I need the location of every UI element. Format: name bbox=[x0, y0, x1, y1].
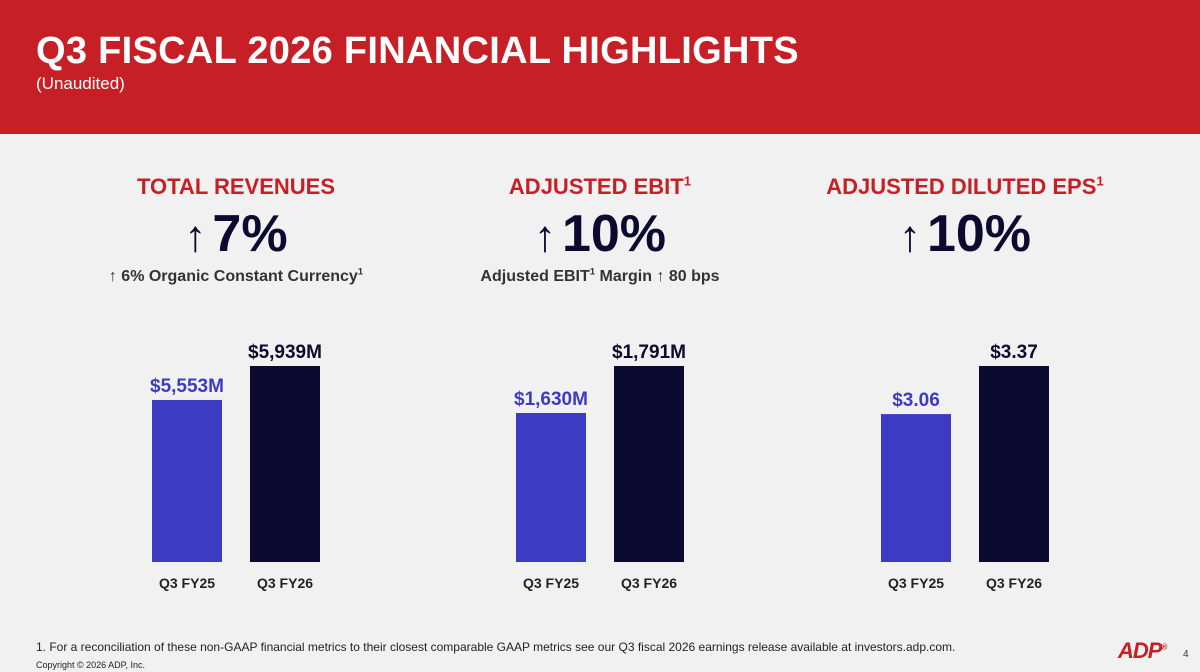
up-arrow-icon: ↑ bbox=[898, 212, 921, 261]
x-tick-label: Q3 FY25 bbox=[523, 575, 579, 591]
data-label: $5,553M bbox=[150, 376, 224, 397]
chart-svg: $1,630M Q3 FY25 $1,791M Q3 FY26 bbox=[514, 342, 686, 591]
bar-chart-ebit: $1,630M Q3 FY25 $1,791M Q3 FY26 bbox=[400, 330, 800, 600]
x-tick-label: Q3 FY26 bbox=[986, 575, 1042, 591]
x-tick-label: Q3 FY25 bbox=[159, 575, 215, 591]
bar-q3-fy25 bbox=[881, 414, 951, 562]
data-label: $3.06 bbox=[892, 390, 940, 411]
data-label: $5,939M bbox=[248, 342, 322, 363]
bar-q3-fy25 bbox=[152, 399, 222, 562]
chart-svg: $3.06 Q3 FY25 $3.37 Q3 FY26 bbox=[881, 342, 1049, 591]
metric-panel-ebit: ADJUSTED EBIT1 ↑ 10% Adjusted EBIT1 Margi… bbox=[400, 0, 800, 672]
data-label: $1,630M bbox=[514, 389, 588, 410]
metric-subtext: Adjusted EBIT1 Margin ↑ 80 bps bbox=[480, 266, 720, 285]
x-tick-label: Q3 FY26 bbox=[621, 575, 677, 591]
up-arrow-icon: ↑ bbox=[184, 212, 207, 261]
bar-q3-fy26 bbox=[250, 366, 320, 562]
bar-q3-fy25 bbox=[516, 412, 586, 562]
data-label: $3.37 bbox=[990, 342, 1038, 363]
bar-chart-revenues: $5,553M Q3 FY25 $5,939M Q3 FY26 bbox=[36, 330, 436, 600]
bar-q3-fy26 bbox=[614, 366, 684, 562]
up-arrow-icon: ↑ bbox=[533, 212, 556, 261]
data-label: $1,791M bbox=[612, 342, 686, 363]
footnote: 1. For a reconciliation of these non-GAA… bbox=[36, 640, 956, 654]
metric-subtext: ↑ 6% Organic Constant Currency1 bbox=[108, 266, 364, 285]
page-title: Q3 FISCAL 2026 FINANCIAL HIGHLIGHTS bbox=[36, 30, 799, 72]
copyright: Copyright © 2026 ADP, Inc. bbox=[36, 660, 146, 670]
bar-chart-eps: $3.06 Q3 FY25 $3.37 Q3 FY26 bbox=[765, 330, 1165, 600]
metric-growth: ↑ 10% bbox=[898, 205, 1032, 263]
metric-panel-revenues: TOTAL REVENUES ↑ 7% ↑ 6% Organic Constant… bbox=[36, 0, 436, 672]
page-number: 4 bbox=[1183, 649, 1189, 660]
bar-q3-fy26 bbox=[979, 366, 1049, 562]
metric-panel-eps: ADJUSTED DILUTED EPS1 ↑ 10% $3.06 Q3 FY25 $… bbox=[765, 0, 1165, 672]
metric-title: TOTAL REVENUES bbox=[136, 174, 336, 199]
chart-svg: $5,553M Q3 FY25 $5,939M Q3 FY26 bbox=[150, 342, 322, 591]
x-tick-label: Q3 FY25 bbox=[888, 575, 944, 591]
metric-title: ADJUSTED DILUTED EPS1 bbox=[826, 173, 1104, 199]
metric-growth: ↑ 7% bbox=[184, 205, 288, 263]
header-banner: Q3 FISCAL 2026 FINANCIAL HIGHLIGHTS (Una… bbox=[0, 0, 1200, 134]
adp-logo: ADP® bbox=[1118, 638, 1167, 663]
page-subtitle: (Unaudited) bbox=[36, 74, 125, 93]
metric-title: ADJUSTED EBIT1 bbox=[508, 173, 692, 199]
metric-growth: ↑ 10% bbox=[533, 205, 667, 263]
x-tick-label: Q3 FY26 bbox=[257, 575, 313, 591]
